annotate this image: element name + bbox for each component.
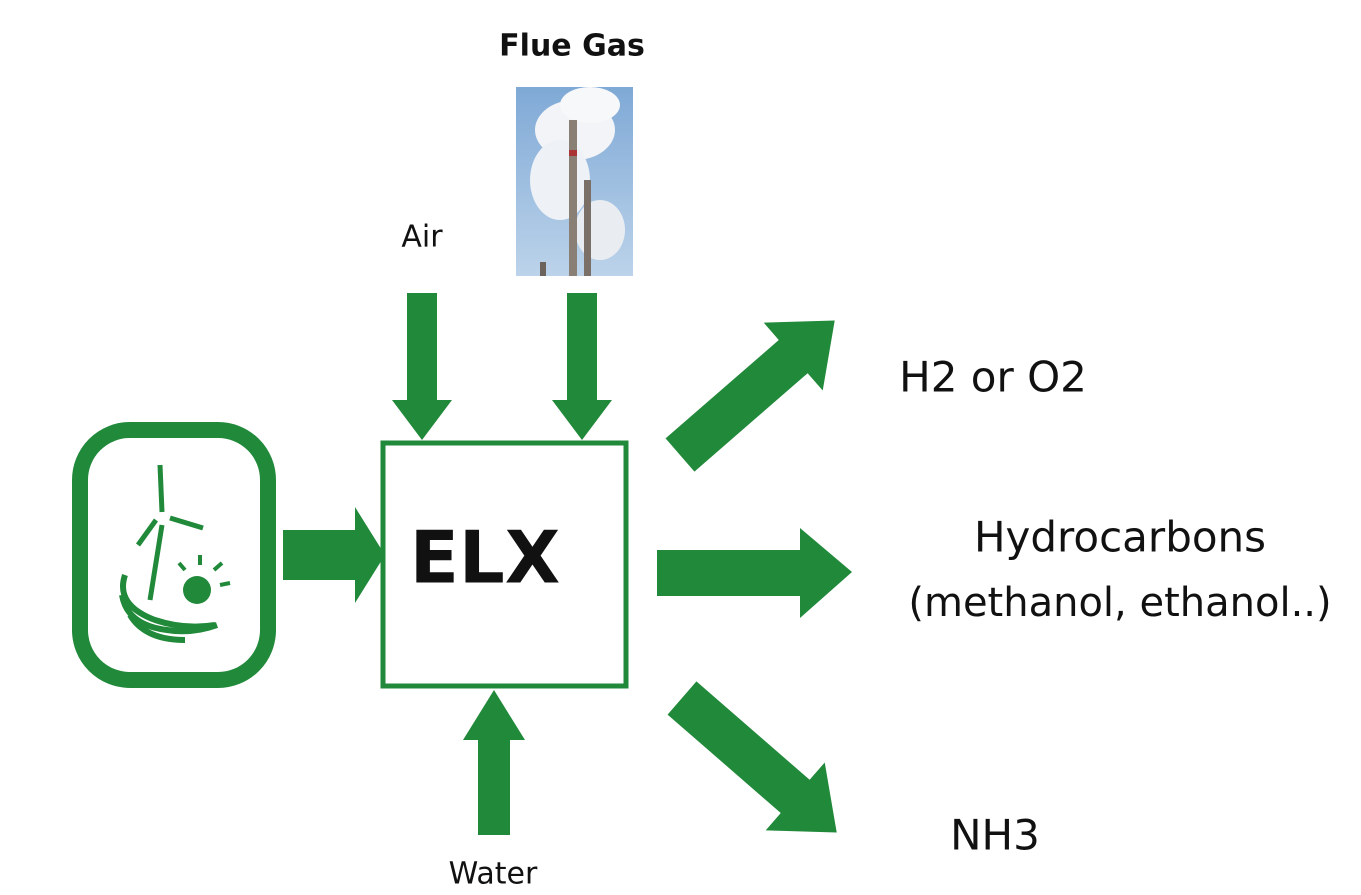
arrow <box>552 293 612 440</box>
renewable-icon <box>80 430 268 680</box>
arrow <box>652 664 866 866</box>
diagram: Flue Gas Air Water ELX H2 or O2 Hydrocar… <box>0 0 1361 895</box>
arrow <box>283 507 385 603</box>
output-label: NH3 <box>950 811 1040 860</box>
process-label: ELX <box>410 516 561 600</box>
arrow <box>650 287 864 489</box>
output-label: Hydrocarbons <box>974 513 1266 562</box>
page: Flue Gas Air Water ELX H2 or O2 Hydrocar… <box>0 0 1361 895</box>
input-label: Water <box>449 857 538 892</box>
output-label: (methanol, ethanol..) <box>908 580 1331 626</box>
arrow <box>392 293 452 440</box>
output-label: H2 or O2 <box>899 353 1087 402</box>
arrow <box>463 690 525 835</box>
input-label: Air <box>401 220 443 255</box>
flue-gas-image <box>516 87 633 276</box>
arrow <box>657 528 852 618</box>
input-label: Flue Gas <box>499 29 645 64</box>
